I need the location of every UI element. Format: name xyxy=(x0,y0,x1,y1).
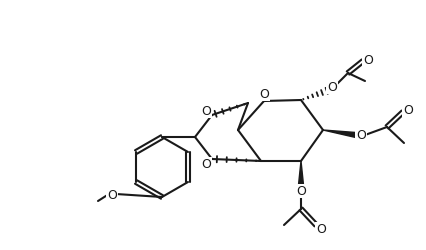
Text: O: O xyxy=(403,104,413,117)
Text: O: O xyxy=(201,158,211,171)
Text: O: O xyxy=(316,222,326,235)
Text: O: O xyxy=(201,105,211,118)
Text: O: O xyxy=(259,88,269,101)
Text: O: O xyxy=(356,129,366,142)
Text: O: O xyxy=(327,81,337,94)
Polygon shape xyxy=(299,161,303,185)
Text: O: O xyxy=(363,53,373,66)
Text: O: O xyxy=(296,185,306,198)
Polygon shape xyxy=(323,130,357,138)
Text: O: O xyxy=(107,189,117,202)
